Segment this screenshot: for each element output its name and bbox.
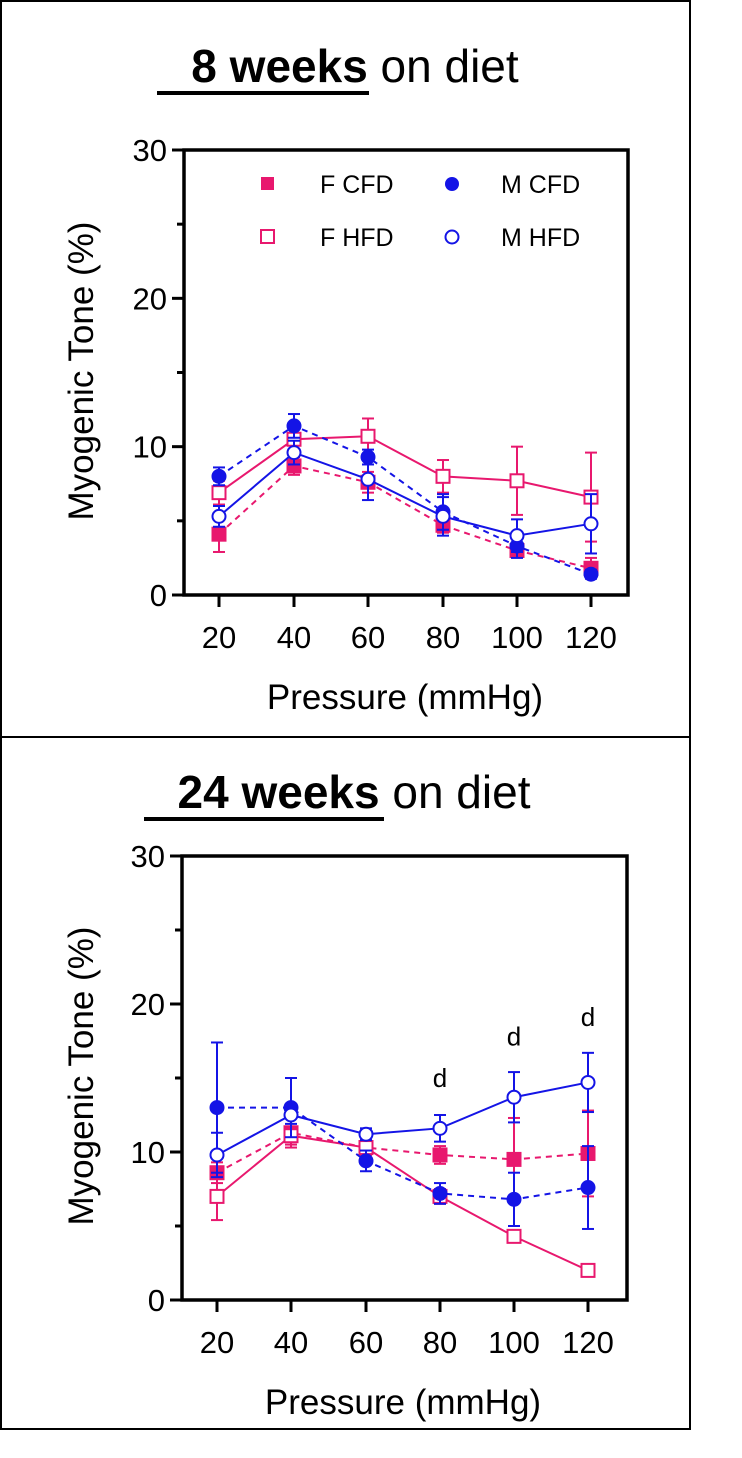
- y-tick-label: 30: [131, 839, 165, 874]
- y-tick-label: 30: [133, 133, 167, 168]
- data-point-m-hfd: [506, 1089, 522, 1105]
- panel-title-bold: 24 weeks: [178, 766, 380, 818]
- data-point-m-cfd: [209, 1100, 225, 1116]
- panel-title: 8 weeks on diet: [191, 40, 519, 92]
- y-tick-label: 20: [131, 987, 165, 1022]
- data-point-m-cfd: [432, 1185, 448, 1201]
- data-point-f-hfd: [211, 485, 227, 501]
- legend-label-f-hfd: F HFD: [320, 224, 394, 252]
- data-point-f-hfd: [509, 473, 525, 489]
- legend-marker-f-hfd: [260, 229, 275, 244]
- data-point-f-hfd: [506, 1228, 522, 1244]
- legend-marker-m-hfd: [444, 229, 460, 245]
- y-axis-title: Myogenic Tone (%): [62, 222, 101, 521]
- series-line-m-cfd: [217, 1106, 589, 1201]
- significance-label: d: [581, 1002, 595, 1032]
- data-point-f-hfd: [209, 1188, 225, 1204]
- x-tick-label: 40: [277, 620, 311, 655]
- data-point-m-hfd: [209, 1147, 225, 1163]
- y-tick-label: 0: [150, 578, 167, 613]
- series-f-hfd: [211, 417, 599, 543]
- series-line-f-cfd: [216, 1131, 589, 1174]
- plot-area-frame: [180, 854, 629, 1302]
- series-line-m-hfd: [218, 451, 592, 537]
- x-tick-label: 120: [562, 1325, 614, 1360]
- x-axis-title: Pressure (mmHg): [267, 678, 543, 717]
- data-point-m-cfd: [580, 1180, 596, 1196]
- panel-title-bold: 8 weeks: [191, 40, 367, 92]
- series-line-f-cfd: [218, 464, 592, 570]
- series-line-m-hfd: [216, 1081, 589, 1156]
- panel-title-rest: on diet: [368, 40, 519, 92]
- series-m-hfd: [211, 439, 599, 555]
- y-axis-title: Myogenic Tone (%): [62, 927, 101, 1226]
- series-m-hfd: [209, 1051, 596, 1179]
- series-m-cfd: [209, 1041, 596, 1230]
- x-tick-label: 100: [488, 1325, 540, 1360]
- data-point-m-hfd: [286, 445, 302, 461]
- data-point-f-hfd: [360, 428, 376, 444]
- data-point-f-cfd: [432, 1147, 448, 1163]
- data-point-m-hfd: [580, 1074, 596, 1090]
- panel-title-underline: [144, 817, 384, 821]
- x-tick-label: 20: [202, 620, 236, 655]
- data-point-m-cfd: [583, 566, 599, 582]
- data-point-f-cfd: [211, 526, 227, 542]
- data-point-m-cfd: [358, 1153, 374, 1169]
- panel-title: 24 weeks on diet: [178, 766, 531, 818]
- data-point-m-hfd: [358, 1126, 374, 1142]
- significance-label: d: [507, 1021, 521, 1051]
- data-point-m-hfd: [211, 508, 227, 524]
- x-tick-label: 80: [426, 620, 460, 655]
- x-axis-title: Pressure (mmHg): [265, 1383, 541, 1422]
- series-line-f-hfd: [216, 1134, 589, 1272]
- data-point-f-hfd: [435, 468, 451, 484]
- panel-24-weeks: 24 weeks on diet Myogenic Tone (%) Press…: [62, 766, 629, 1422]
- data-point-m-hfd: [435, 508, 451, 524]
- panel-8-weeks: 8 weeks on diet Myogenic Tone (%) Pressu…: [62, 40, 630, 717]
- data-point-m-hfd: [283, 1107, 299, 1123]
- panel-bottom-frame: [0, 736, 691, 1430]
- data-point-m-hfd: [432, 1120, 448, 1136]
- data-point-m-cfd: [286, 418, 302, 434]
- series-line-f-hfd: [218, 435, 592, 499]
- x-tick-label: 60: [349, 1325, 383, 1360]
- y-tick-label: 20: [133, 281, 167, 316]
- legend: F CFD F HFD M CFD M HFD: [260, 171, 580, 252]
- legend-label-f-cfd: F CFD: [320, 171, 394, 199]
- y-tick-label: 10: [133, 430, 167, 465]
- panel-title-underline: [157, 91, 369, 95]
- series-f-hfd: [209, 1125, 596, 1278]
- x-tick-label: 40: [274, 1325, 308, 1360]
- x-tick-label: 60: [351, 620, 385, 655]
- data-point-m-cfd: [211, 468, 227, 484]
- significance-label: d: [433, 1063, 447, 1093]
- data-point-m-hfd: [509, 528, 525, 544]
- legend-label-m-hfd: M HFD: [501, 224, 580, 252]
- x-tick-label: 80: [423, 1325, 457, 1360]
- legend-label-m-cfd: M CFD: [501, 171, 580, 199]
- data-point-m-hfd: [360, 471, 376, 487]
- x-tick-label: 20: [200, 1325, 234, 1360]
- data-point-m-hfd: [583, 516, 599, 532]
- legend-marker-f-cfd: [261, 177, 274, 190]
- x-tick-label: 100: [491, 620, 543, 655]
- series-f-cfd: [211, 456, 599, 580]
- x-tick-label: 120: [565, 620, 617, 655]
- y-tick-label: 10: [131, 1135, 165, 1170]
- series-line-m-cfd: [218, 424, 592, 576]
- data-point-f-cfd: [506, 1151, 522, 1167]
- data-point-m-cfd: [506, 1191, 522, 1207]
- panel-title-rest: on diet: [380, 766, 531, 818]
- data-point-f-hfd: [580, 1262, 596, 1278]
- y-tick-label: 0: [148, 1283, 165, 1318]
- legend-marker-m-cfd: [445, 177, 459, 191]
